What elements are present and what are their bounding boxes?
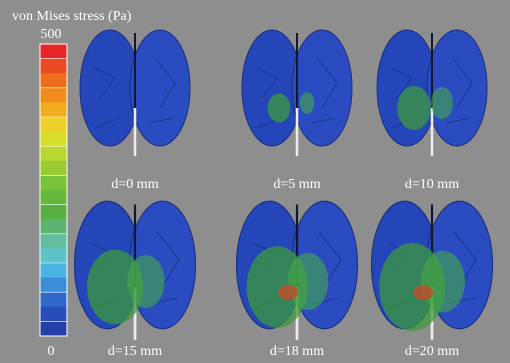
colorbar-segment [40,161,67,176]
brain-render [377,30,487,156]
colorbar-segment [40,132,67,147]
brain-panel [242,30,352,156]
panel-label: d=5 mm [273,177,320,192]
panel-label: d=10 mm [405,177,459,192]
brain-panel [372,201,493,340]
colorbar-segment [40,190,67,205]
colorbar-segment [40,278,67,293]
brain-render [242,30,352,156]
colorbar-segment [40,88,67,103]
colorbar-segment [40,219,67,234]
stress-region [431,87,453,119]
stress-peak [413,285,433,300]
stress-peak [278,285,298,300]
colorbar-segment [40,205,67,220]
colorbar-segment [40,59,67,74]
stress-region [268,94,291,123]
colorbar-segment [40,73,67,88]
colorbar-segment [40,146,67,161]
panel-label: d=15 mm [108,344,162,359]
colorbar-segment [40,248,67,263]
colorbar-label: von Mises stress (Pa) [12,9,132,24]
brain-panel [80,30,190,156]
panel-label: d=0 mm [111,177,158,192]
brain-panel [377,30,487,156]
stress-region [300,92,315,114]
colorbar-segment [40,175,67,190]
panel-label: d=20 mm [405,344,459,359]
colorbar-segment [40,117,67,132]
colorbar-segment [40,234,67,249]
figure: von Mises stress (Pa) 500 0 d=0 mm d=5 mm… [0,0,510,363]
brain-panel [237,201,358,340]
colorbar-segment [40,292,67,307]
colorbar-segment [40,307,67,322]
colorbar-segment [40,102,67,117]
stress-region [127,255,164,308]
stress-region [397,86,431,130]
panel-label: d=18 mm [270,344,324,359]
brain-panel [75,201,196,340]
colorbar-min: 0 [48,344,55,359]
stress-region [421,251,465,313]
colorbar [40,44,67,337]
colorbar-segment [40,44,67,59]
stress-region [288,253,329,310]
colorbar-segment [40,321,67,336]
colorbar-segment [40,263,67,278]
brain-render [80,30,190,156]
colorbar-max: 500 [41,27,62,42]
